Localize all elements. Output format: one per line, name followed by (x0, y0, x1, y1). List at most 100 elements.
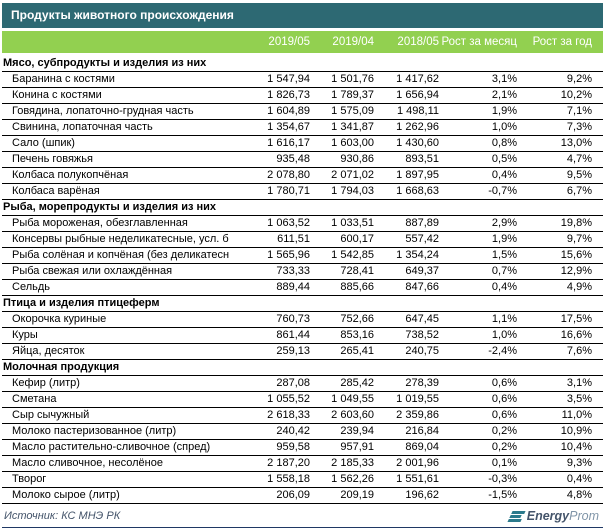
value-cell: 1 551,61 (396, 473, 439, 485)
table-row: Сало (шпик) 1 616,17 1 603,00 1 430,60 0,8% 1… (2, 136, 603, 152)
value-cell: 209,19 (340, 489, 374, 501)
value-cell: 861,44 (276, 329, 310, 341)
column-header-2018-05: 2018/05 (397, 36, 439, 48)
value-cell: 0,6% (491, 409, 517, 421)
report-title-bar: Продукты животного происхождения (2, 3, 603, 28)
table-row: Рыба свежая или охлаждённая 733,33 728,41 6… (2, 264, 603, 280)
product-name-cell: Рыба солёная и копчёная (без деликатесн (12, 249, 230, 261)
section-header-label: Рыба, морепродукты и изделия из них (3, 201, 217, 213)
value-cell: 1 826,73 (267, 89, 310, 101)
value-cell: 12,9% (560, 265, 592, 277)
table-row: Сметана 1 055,52 1 049,55 1 019,55 0,6% 3,5% (2, 392, 603, 408)
column-header-month-growth: Рост за месяц (441, 36, 517, 48)
section-header-row: Рыба, морепродукты и изделия из них (2, 200, 603, 216)
value-cell: 611,51 (277, 233, 310, 245)
value-cell: 930,86 (340, 153, 374, 165)
value-cell: 1 897,95 (396, 169, 439, 181)
value-cell: 17,5% (560, 313, 592, 325)
value-cell: 0,7% (491, 265, 517, 277)
value-cell: 1,9% (491, 233, 517, 245)
product-name-cell: Рыба свежая или охлаждённая (12, 265, 173, 277)
value-cell: 2 078,80 (267, 169, 310, 181)
value-cell: 196,62 (405, 489, 439, 501)
table-row: Колбаса варёная 1 780,71 1 794,03 1 668,63 -… (2, 184, 603, 200)
value-cell: 649,37 (405, 265, 439, 277)
product-name-cell: Сельдь (12, 281, 50, 293)
product-name-cell: Сало (шпик) (12, 137, 75, 149)
product-name-cell: Говядина, лопаточно-грудная часть (12, 105, 194, 117)
value-cell: 1 604,89 (267, 105, 310, 117)
value-cell: 869,04 (405, 441, 439, 453)
logo-text-prom: Prom (569, 509, 599, 523)
table-row: Рыба мороженая, обезглавленная 1 063,52 1 … (2, 216, 603, 232)
value-cell: 3,5% (566, 393, 592, 405)
table-row: Свинина, лопаточная часть 1 354,67 1 341,8… (2, 120, 603, 136)
value-cell: 1 668,63 (396, 185, 439, 197)
value-cell: 2,9% (491, 217, 517, 229)
table-row: Баранина с костями 1 547,94 1 501,76 1 417,… (2, 72, 603, 88)
value-cell: 1 262,96 (396, 121, 439, 133)
value-cell: 0,6% (491, 377, 517, 389)
product-name-cell: Молоко сырое (литр) (12, 489, 120, 501)
value-cell: 600,17 (340, 233, 374, 245)
value-cell: 935,48 (276, 153, 310, 165)
value-cell: 4,7% (566, 153, 592, 165)
value-cell: 1 542,85 (331, 249, 374, 261)
value-cell: -2,4% (488, 345, 517, 357)
value-cell: 1 565,96 (267, 249, 310, 261)
product-name-cell: Сметана (12, 393, 57, 405)
value-cell: 4,9% (566, 281, 592, 293)
value-cell: 647,45 (405, 313, 439, 325)
value-cell: 19,8% (560, 217, 592, 229)
value-cell: 889,44 (276, 281, 310, 293)
value-cell: -0,7% (488, 185, 517, 197)
product-name-cell: Масло сливочное, несолёное (12, 457, 163, 469)
value-cell: 3,1% (491, 73, 517, 85)
value-cell: 1 417,62 (396, 73, 439, 85)
energyprom-logo-text: EnergyProm (527, 509, 599, 523)
product-name-cell: Баранина с костями (12, 73, 115, 85)
value-cell: 1 055,52 (267, 393, 310, 405)
value-cell: 1 616,17 (267, 137, 310, 149)
table-row: Масло растительно-сливочное (спред) 959,5… (2, 440, 603, 456)
section-header-row: Молочная продукция (2, 360, 603, 376)
value-cell: 240,75 (405, 345, 439, 357)
value-cell: 285,42 (340, 377, 374, 389)
value-cell: 1,0% (491, 121, 517, 133)
value-cell: 893,51 (405, 153, 439, 165)
value-cell: 1 780,71 (267, 185, 310, 197)
section-header-label: Птица и изделия птицеферм (3, 297, 160, 309)
value-cell: 0,6% (491, 393, 517, 405)
value-cell: 728,41 (340, 265, 374, 277)
section-header-row: Мясо, субпродукты и изделия из них (2, 56, 603, 72)
value-cell: 0,2% (491, 425, 517, 437)
section-header-label: Мясо, субпродукты и изделия из них (3, 57, 207, 69)
value-cell: 738,52 (405, 329, 439, 341)
value-cell: 1 603,00 (331, 137, 374, 149)
value-cell: 1,1% (491, 313, 517, 325)
product-name-cell: Колбаса полукопчёная (12, 169, 129, 181)
value-cell: 959,58 (276, 441, 310, 453)
value-cell: 3,1% (566, 377, 592, 389)
table-row: Масло сливочное, несолёное 2 187,20 2 185,… (2, 456, 603, 472)
value-cell: 1 019,55 (396, 393, 439, 405)
table-row: Творог 1 558,18 1 562,26 1 551,61 -0,3% 0,4% (2, 472, 603, 488)
value-cell: 1,5% (491, 249, 517, 261)
value-cell: 2 187,20 (267, 457, 310, 469)
value-cell: 1 033,51 (331, 217, 374, 229)
value-cell: 259,13 (276, 345, 310, 357)
product-name-cell: Кефир (литр) (12, 377, 80, 389)
value-cell: 9,5% (566, 169, 592, 181)
value-cell: 7,6% (566, 345, 592, 357)
value-cell: 216,84 (405, 425, 439, 437)
value-cell: 1 501,76 (331, 73, 374, 85)
value-cell: 1 794,03 (331, 185, 374, 197)
table-row: Кефир (литр) 287,08 285,42 278,39 0,6% 3,1% (2, 376, 603, 392)
value-cell: 2 618,33 (267, 409, 310, 421)
product-name-cell: Творог (12, 473, 47, 485)
value-cell: 206,09 (276, 489, 310, 501)
value-cell: 9,3% (566, 457, 592, 469)
section-header-row: Птица и изделия птицеферм (2, 296, 603, 312)
value-cell: 16,6% (560, 329, 592, 341)
table-row: Яйца, десяток 259,13 265,41 240,75 -2,4% 7,6% (2, 344, 603, 360)
